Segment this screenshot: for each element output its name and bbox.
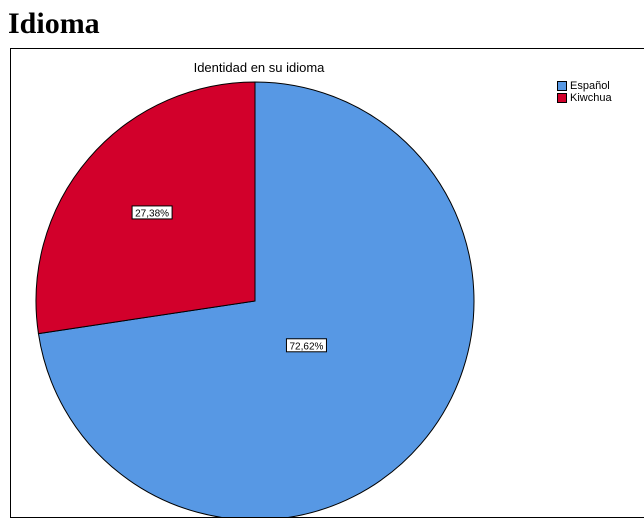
chart-legend: Español Kiwchua	[557, 80, 612, 104]
pie-slice-espanol	[37, 81, 475, 517]
pie-plot: 72,62% 27,38%	[35, 81, 475, 517]
legend-label-kiwchua: Kiwchua	[570, 92, 612, 104]
legend-swatch-kiwchua	[557, 93, 567, 103]
legend-label-espanol: Español	[570, 80, 610, 92]
svg-text:27,38%: 27,38%	[135, 208, 169, 219]
svg-text:72,62%: 72,62%	[289, 341, 323, 352]
chart-title: Identidad en su idioma	[193, 60, 325, 75]
data-label-espanol: 72,62%	[285, 338, 327, 353]
data-label-kiwchua: 27,38%	[131, 205, 173, 220]
legend-item-espanol: Español	[557, 80, 612, 92]
pie-chart: Identidad en su idioma Español Kiwchua 7…	[10, 48, 644, 518]
legend-item-kiwchua: Kiwchua	[557, 92, 612, 104]
legend-swatch-espanol	[557, 81, 567, 91]
section-heading: Idioma	[8, 7, 100, 40]
